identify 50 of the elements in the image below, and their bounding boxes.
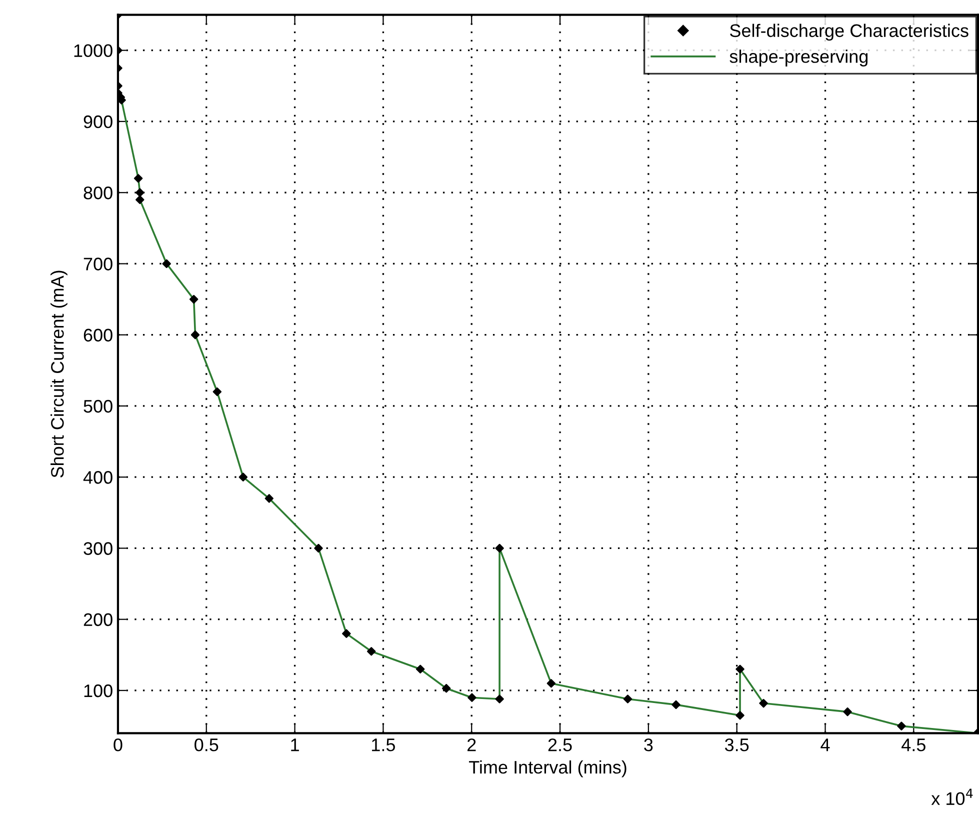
point (366, 646, 376, 656)
point (136, 188, 144, 197)
x-axis-title: Time Interval (mins) (468, 760, 626, 778)
point (897, 722, 906, 730)
x-tick-label: 3 (644, 738, 653, 752)
y-tick-label: 100 (84, 684, 112, 698)
point (442, 684, 451, 693)
legend-label: shape-preserving (730, 50, 868, 66)
point (264, 494, 274, 503)
text: x 10$^{4}$ (931, 788, 973, 805)
y-tick-label: 200 (84, 613, 112, 626)
point (736, 664, 744, 674)
x-tick-label: 1.5 (372, 738, 395, 752)
x-tick-label: 4.5 (902, 738, 926, 752)
y-tick-label: 1000 (74, 44, 112, 58)
legend-label: Self-discharge Characteristics (730, 24, 968, 41)
y-tick-label: 600 (84, 328, 112, 342)
point (546, 678, 556, 688)
point (623, 694, 632, 704)
point (238, 472, 248, 482)
point (134, 174, 143, 183)
x-tick-label: 2 (467, 738, 476, 752)
point (495, 694, 504, 704)
point (189, 294, 198, 304)
x-tick-label: 2.5 (548, 738, 572, 752)
y-tick-label: 800 (84, 186, 112, 200)
y-tick-label: 300 (84, 542, 112, 555)
x-tick-label: 4 (820, 738, 830, 752)
point (162, 259, 171, 268)
x-tick-label: 0.5 (194, 738, 218, 752)
point (759, 698, 768, 708)
x-tick-label: 3.5 (724, 738, 749, 752)
y-axis-title: Short Circuit Current (mA) (50, 270, 68, 478)
point (468, 693, 476, 702)
point (736, 711, 744, 720)
y-tick-label: 700 (84, 258, 112, 270)
point (190, 330, 200, 340)
point (672, 700, 680, 710)
point (495, 544, 504, 553)
y-tick-label: 900 (84, 115, 112, 128)
point (314, 544, 323, 553)
point (843, 707, 852, 716)
x-tick-label: 1 (291, 738, 299, 752)
y-tick-label: 500 (84, 400, 112, 413)
x-tick-label: 0 (114, 738, 122, 752)
y-tick-label: 400 (83, 471, 112, 484)
point (136, 195, 144, 204)
point (416, 664, 425, 674)
point (212, 387, 222, 396)
point (342, 629, 351, 638)
